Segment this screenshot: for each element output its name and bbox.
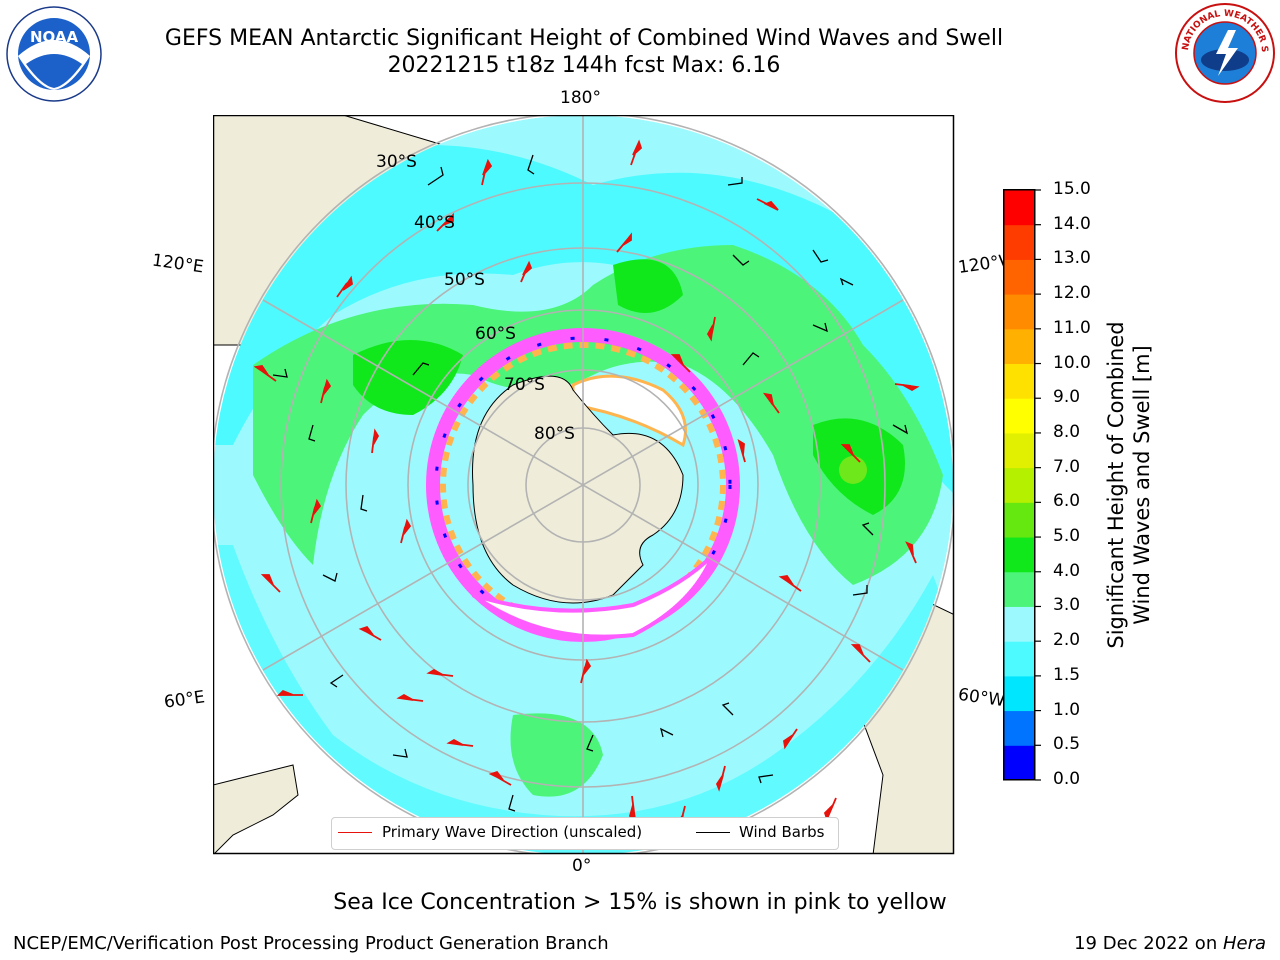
lon-label-120e: 120°E bbox=[150, 250, 205, 278]
colorbar-segment bbox=[1004, 710, 1034, 746]
colorbar-tick-label: 0.0 bbox=[1053, 769, 1081, 789]
colorbar-tick-label: 13.0 bbox=[1053, 248, 1091, 269]
colorbar-tick-label: 10.0 bbox=[1053, 352, 1091, 373]
lon-label-180: 180° bbox=[560, 88, 601, 108]
colorbar-tick-label: 6.0 bbox=[1053, 491, 1081, 512]
colorbar-segment bbox=[1004, 571, 1034, 607]
colorbar-segment bbox=[1004, 502, 1034, 538]
colorbar-segment bbox=[1004, 259, 1034, 295]
lat-label-50s: 50°S bbox=[444, 270, 485, 290]
colorbar-tick-label: 5.0 bbox=[1053, 526, 1081, 547]
lat-label-70s: 70°S bbox=[504, 375, 545, 395]
lon-label-60w: 60°W bbox=[956, 684, 1007, 712]
machine-name: Hera bbox=[1222, 933, 1266, 954]
colorbar-tick-label: 7.0 bbox=[1053, 456, 1081, 477]
colorbar-title-line1: Significant Height of Combined bbox=[1104, 321, 1128, 649]
colorbar-tick-label: 11.0 bbox=[1053, 317, 1091, 338]
colorbar-tick-label: 1.5 bbox=[1053, 664, 1081, 685]
wind-barbs-legend-label: Wind Barbs bbox=[739, 823, 825, 841]
colorbar bbox=[1003, 189, 1041, 781]
colorbar-tick-label: 4.0 bbox=[1053, 560, 1081, 581]
colorbar-segment bbox=[1004, 675, 1034, 712]
colorbar-tick-label: 2.0 bbox=[1053, 630, 1081, 651]
polar-map bbox=[213, 115, 955, 855]
colorbar-segment bbox=[1004, 641, 1034, 677]
colorbar-tick-label: 12.0 bbox=[1053, 283, 1091, 304]
colorbar-tick-label: 15.0 bbox=[1053, 179, 1091, 199]
africa-land bbox=[213, 764, 299, 854]
colorbar-segment bbox=[1004, 328, 1034, 365]
lat-label-80s: 80°S bbox=[534, 424, 575, 444]
colorbar-tick-label: 1.0 bbox=[1053, 699, 1081, 720]
colorbar-segment bbox=[1004, 606, 1034, 642]
noaa-logo-text: NOAA bbox=[30, 28, 79, 46]
lat-label-60s: 60°S bbox=[475, 324, 516, 344]
colorbar-segment bbox=[1004, 745, 1034, 781]
colorbar-tick-label: 0.5 bbox=[1053, 734, 1081, 755]
colorbar-tick-label: 8.0 bbox=[1053, 421, 1081, 442]
colorbar-title-line2: Wind Waves and Swell [m] bbox=[1130, 345, 1154, 625]
sea-ice-caption: Sea Ice Concentration > 15% is shown in … bbox=[333, 890, 947, 915]
colorbar-tick-label: 3.0 bbox=[1053, 595, 1081, 616]
nws-logo: NATIONAL WEATHER SERVICE bbox=[1174, 2, 1275, 103]
map-legend: Primary Wave Direction (unscaled) Wind B… bbox=[331, 817, 839, 850]
lat-label-40s: 40°S bbox=[414, 213, 455, 233]
colorbar-segment bbox=[1004, 294, 1034, 330]
lon-label-60e: 60°E bbox=[162, 687, 207, 713]
wave-direction-legend-line bbox=[338, 832, 372, 833]
date-text: 19 Dec 2022 on bbox=[1074, 933, 1223, 954]
map-title: GEFS MEAN Antarctic Significant Height o… bbox=[164, 26, 1004, 51]
lat-label-30s: 30°S bbox=[376, 152, 417, 172]
colorbar-segment bbox=[1004, 537, 1034, 573]
wave-direction-legend-label: Primary Wave Direction (unscaled) bbox=[382, 823, 643, 841]
colorbar-segment bbox=[1004, 363, 1034, 399]
lon-label-0: 0° bbox=[572, 856, 592, 876]
colorbar-segment bbox=[1004, 432, 1034, 469]
colorbar-segment bbox=[1004, 190, 1034, 226]
map-subtitle: 20221215 t18z 144h fcst Max: 6.16 bbox=[387, 53, 781, 78]
credit-line: NCEP/EMC/Verification Post Processing Pr… bbox=[13, 933, 609, 954]
wind-barbs-legend-line bbox=[696, 832, 730, 833]
colorbar-segment bbox=[1004, 224, 1034, 260]
colorbar-segment bbox=[1004, 398, 1034, 434]
colorbar-tick-label: 9.0 bbox=[1053, 387, 1081, 408]
colorbar-tick-label: 14.0 bbox=[1053, 213, 1091, 234]
noaa-logo: NOAA bbox=[6, 6, 102, 102]
colorbar-segment bbox=[1004, 467, 1034, 503]
date-stamp: 19 Dec 2022 on Hera bbox=[1074, 933, 1266, 954]
